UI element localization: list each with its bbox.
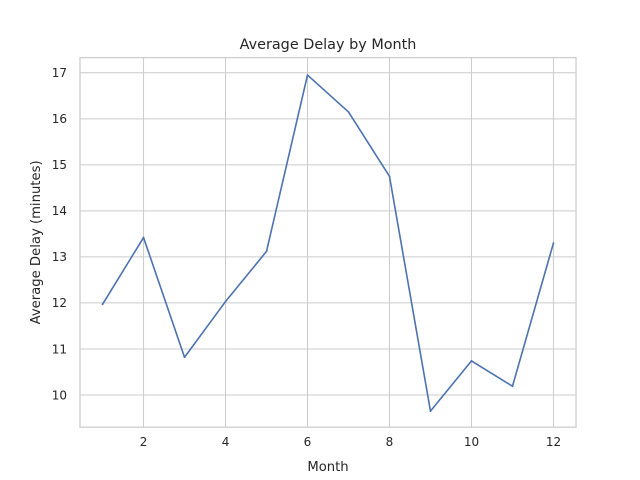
y-tick-label: 15 — [52, 158, 67, 172]
y-tick-label: 12 — [52, 296, 67, 310]
plot-frame — [79, 56, 577, 428]
data-point — [552, 242, 555, 244]
y-tick-label: 11 — [52, 342, 67, 356]
y-tick-labels: 10 11 12 13 14 15 16 17 — [52, 66, 67, 402]
x-tick-labels: 2 4 6 8 10 12 — [140, 435, 561, 449]
chart-title: Average Delay by Month — [240, 37, 417, 53]
y-tick-label: 13 — [52, 250, 67, 264]
data-point — [511, 385, 514, 388]
data-point — [183, 356, 186, 359]
y-axis-label: Average Delay (minutes) — [29, 160, 44, 324]
x-axis-label: Month — [307, 460, 348, 475]
data-point — [265, 250, 268, 253]
data-point — [388, 175, 391, 178]
data-point — [347, 111, 350, 113]
data-point — [429, 410, 432, 412]
y-tick-label: 17 — [52, 66, 67, 80]
data-point — [224, 300, 227, 303]
x-tick-label: 6 — [304, 435, 312, 449]
x-tick-label: 2 — [140, 435, 148, 449]
x-tick-label: 12 — [546, 435, 561, 449]
series-layer — [101, 74, 555, 412]
x-tick-label: 10 — [464, 435, 479, 449]
x-tick-label: 8 — [386, 435, 394, 449]
y-tick-label: 16 — [52, 112, 67, 126]
data-point — [101, 303, 104, 306]
y-tick-label: 10 — [52, 388, 67, 402]
data-point — [470, 360, 473, 362]
grid-layer — [80, 57, 576, 428]
y-tick-label: 14 — [52, 204, 67, 218]
data-point — [306, 74, 309, 76]
x-tick-label: 4 — [222, 435, 230, 449]
data-point — [142, 236, 145, 239]
series-line — [101, 74, 555, 412]
